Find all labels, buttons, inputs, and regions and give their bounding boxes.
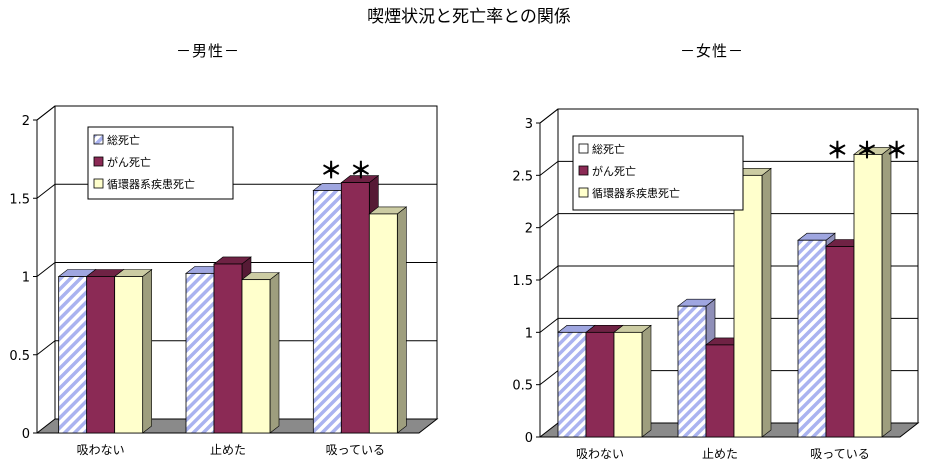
page-title: 喫煙状況と死亡率との関係 — [367, 7, 571, 27]
gridline-depth — [539, 108, 559, 124]
legend-swatch — [578, 165, 589, 176]
bar — [677, 305, 707, 438]
legend-swatch — [578, 143, 589, 154]
gridline-depth — [36, 340, 56, 356]
gridline-depth — [36, 105, 56, 121]
y-tick-label: 1 — [525, 326, 533, 341]
bar — [86, 276, 116, 434]
y-tick-label: 0 — [525, 431, 533, 446]
gridline-depth — [539, 370, 559, 386]
legend-swatch — [93, 178, 104, 189]
legend-box — [572, 135, 744, 211]
bar — [853, 153, 883, 438]
bar — [613, 331, 643, 438]
y-tick-label: 2 — [22, 114, 30, 129]
legend-box — [87, 126, 234, 200]
legend-swatch — [578, 187, 589, 198]
chart-subtitle-female: －女性－ — [680, 42, 745, 60]
bar-side — [142, 268, 152, 434]
legend-swatch — [93, 156, 104, 167]
gridline-depth — [36, 183, 56, 199]
x-tick-label: 止めた — [210, 443, 246, 457]
y-tick-label: 2.5 — [512, 169, 533, 184]
bar — [241, 279, 271, 434]
legend-label: 循環器系疾患死亡 — [107, 177, 195, 191]
bar — [705, 344, 735, 438]
y-tick-label: 1.5 — [512, 274, 533, 289]
gridline-depth — [539, 160, 559, 176]
bar — [58, 276, 88, 434]
bar — [368, 213, 398, 434]
y-tick-label: 3 — [525, 117, 533, 132]
legend-label: 循環器系疾患死亡 — [592, 186, 680, 200]
bar-side — [761, 167, 772, 438]
bar-side — [269, 272, 280, 434]
legend-label: がん死亡 — [107, 155, 151, 169]
bar — [114, 276, 144, 434]
bar — [825, 246, 855, 438]
legend-swatch — [93, 134, 104, 145]
chart-subtitle-male: －男性－ — [176, 42, 241, 60]
y-tick-label: 0.5 — [512, 379, 533, 394]
y-tick-label: 2 — [525, 222, 533, 237]
legend-label: 総死亡 — [592, 142, 625, 156]
x-tick-label: 吸わない — [576, 447, 624, 459]
bar — [585, 331, 615, 438]
x-tick-label: 止めた — [702, 447, 738, 459]
x-tick-label: 吸っている — [810, 447, 869, 459]
y-tick-label: 0.5 — [9, 349, 30, 364]
gridline-depth — [36, 262, 56, 277]
bar-side — [641, 324, 652, 438]
gridline-depth — [539, 213, 559, 229]
y-tick-label: 0 — [22, 427, 30, 442]
bar-side — [881, 146, 892, 438]
x-tick-label: 吸っている — [326, 443, 385, 457]
bar — [213, 263, 243, 434]
y-tick-label: 1.5 — [9, 192, 30, 207]
bar — [733, 174, 763, 438]
legend-label: 総死亡 — [107, 133, 140, 147]
significance-marker: ＊ ＊ ＊ — [826, 139, 907, 164]
bar — [340, 182, 370, 434]
legend-label: がん死亡 — [592, 164, 636, 178]
bar — [312, 190, 342, 434]
gridline-depth — [539, 265, 559, 281]
bar — [557, 331, 587, 438]
significance-marker: ＊ ＊ — [320, 159, 372, 184]
gridline-depth — [539, 317, 559, 333]
x-tick-label: 吸わない — [77, 443, 125, 457]
bar — [185, 272, 215, 434]
bar-side — [397, 206, 407, 434]
bar — [797, 239, 827, 438]
y-tick-label: 1 — [22, 271, 30, 286]
